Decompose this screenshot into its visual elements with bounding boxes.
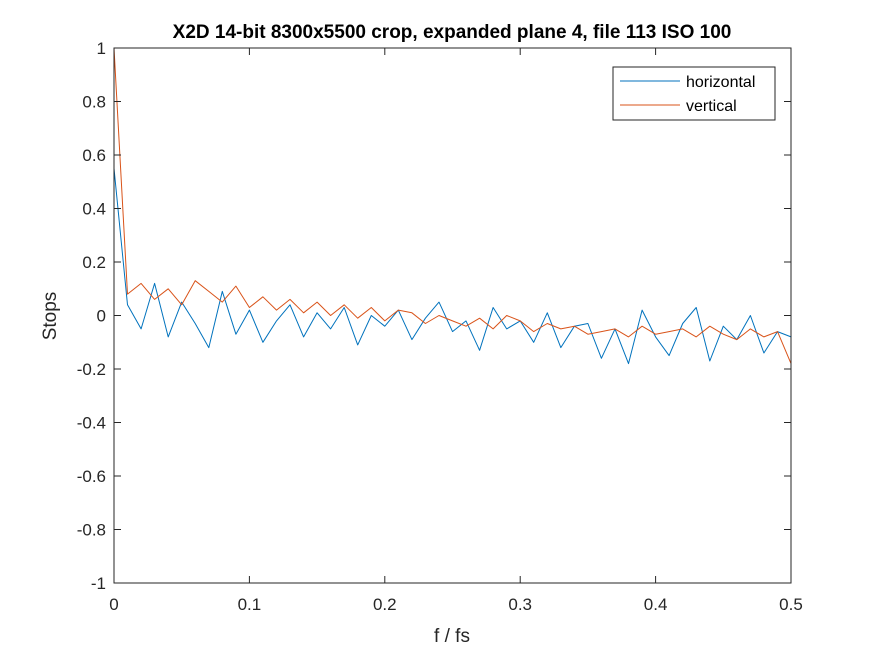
x-tick-label: 0.5 xyxy=(779,595,803,614)
y-axis-label: Stops xyxy=(40,292,61,341)
y-tick-label: -0.8 xyxy=(77,521,106,540)
x-tick-label: 0 xyxy=(109,595,118,614)
x-tick-label: 0.3 xyxy=(508,595,532,614)
y-tick-label: 0.6 xyxy=(82,146,106,165)
y-tick-label: -0.4 xyxy=(77,414,106,433)
chart-title: X2D 14-bit 8300x5500 crop, expanded plan… xyxy=(173,22,732,43)
plot-area: 0 0.1 0.2 0.3 0.4 0.5 -1 -0.8 -0.6 -0.4 -0.2 0 0.2 0.… xyxy=(77,39,803,614)
x-tick-label: 0.1 xyxy=(238,595,262,614)
legend-box xyxy=(612,66,776,121)
y-tick-label: 1 xyxy=(97,39,106,58)
x-tick-label: 0.2 xyxy=(373,595,397,614)
series-line-horizontal xyxy=(113,168,792,365)
legend-label-vertical: vertical xyxy=(686,98,737,115)
y-tick-label: -0.6 xyxy=(77,467,106,486)
y-tick-label: 0 xyxy=(97,307,106,326)
x-tick-label: 0.4 xyxy=(644,595,668,614)
legend-label-horizontal: horizontal xyxy=(686,74,755,91)
y-tick-label: 0.8 xyxy=(82,93,106,112)
y-tick-label: 0.4 xyxy=(82,200,106,219)
x-axis-label: f / fs xyxy=(434,626,470,647)
series-line-vertical xyxy=(113,47,792,364)
axes-background xyxy=(114,48,791,583)
legend: horizontal vertical xyxy=(612,66,776,121)
y-tick-label: 0.2 xyxy=(82,253,106,272)
y-tick-label: -1 xyxy=(91,574,106,593)
y-tick-label: -0.2 xyxy=(77,360,106,379)
